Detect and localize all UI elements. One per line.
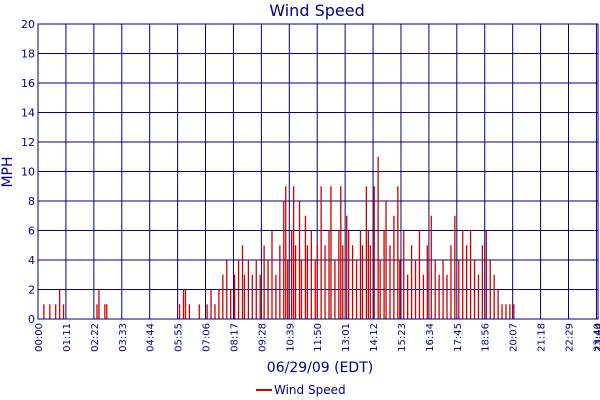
x-tick-label: 08:17: [229, 323, 240, 352]
y-tick-label: 6: [28, 225, 35, 238]
x-tick-labels: 00:00 01:11 02:22 03:33 04:44 05:55 07:06 08:17…: [34, 323, 600, 352]
x-tick-label: 22:29: [565, 323, 576, 352]
y-tick-label: 18: [21, 48, 35, 61]
x-tick-label: 16:34: [425, 323, 436, 352]
x-tick-label: 21:18: [537, 323, 548, 352]
x-tick-label: 01:11: [62, 323, 73, 352]
y-axis-label: MPH: [0, 156, 16, 187]
y-tick-label: 12: [21, 136, 35, 149]
x-tick-label: 23:44: [594, 323, 600, 352]
legend-label-wind-speed: Wind Speed: [274, 383, 346, 397]
x-tick-label: 17:45: [453, 323, 464, 352]
y-tick-label: 16: [21, 77, 35, 90]
y-tick-label: 0: [28, 313, 35, 326]
y-tick-label: 10: [21, 166, 35, 179]
x-tick-label: 13:01: [341, 323, 352, 352]
x-tick-label: 15:23: [397, 323, 408, 352]
y-tick-labels: 0 2 4 6 8 10 12 14 16 18 20: [21, 18, 35, 326]
chart-title: Wind Speed: [269, 1, 364, 20]
wind-speed-series: [43, 156, 515, 319]
grid: [37, 23, 599, 320]
x-tick-label: 20:07: [509, 323, 520, 352]
plot-area-frame: [37, 23, 599, 320]
x-tick-label: 23:40: [592, 323, 600, 352]
x-axis-label: 06/29/09 (EDT): [267, 360, 373, 376]
y-tick-label: 20: [21, 18, 35, 31]
x-tick-label: 02:22: [90, 323, 101, 352]
x-tick-label: 05:55: [174, 323, 185, 352]
x-tick-label: 14:12: [369, 323, 380, 352]
y-tick-label: 14: [21, 107, 35, 120]
x-tick-label: 18:56: [481, 323, 492, 352]
x-tick-label: 11:50: [313, 323, 324, 352]
legend: Wind Speed: [256, 383, 346, 397]
y-tick-label: 2: [28, 284, 35, 297]
x-tick-label: 00:00: [34, 323, 45, 352]
x-tick-label: 03:33: [118, 323, 129, 352]
x-tick-label: 09:28: [257, 323, 268, 352]
y-tick-label: 4: [28, 254, 35, 267]
x-tick-label: 04:44: [146, 323, 157, 352]
x-tick-label: 10:39: [285, 323, 296, 352]
y-tick-label: 8: [28, 195, 35, 208]
x-tick-label: 07:06: [202, 323, 213, 352]
